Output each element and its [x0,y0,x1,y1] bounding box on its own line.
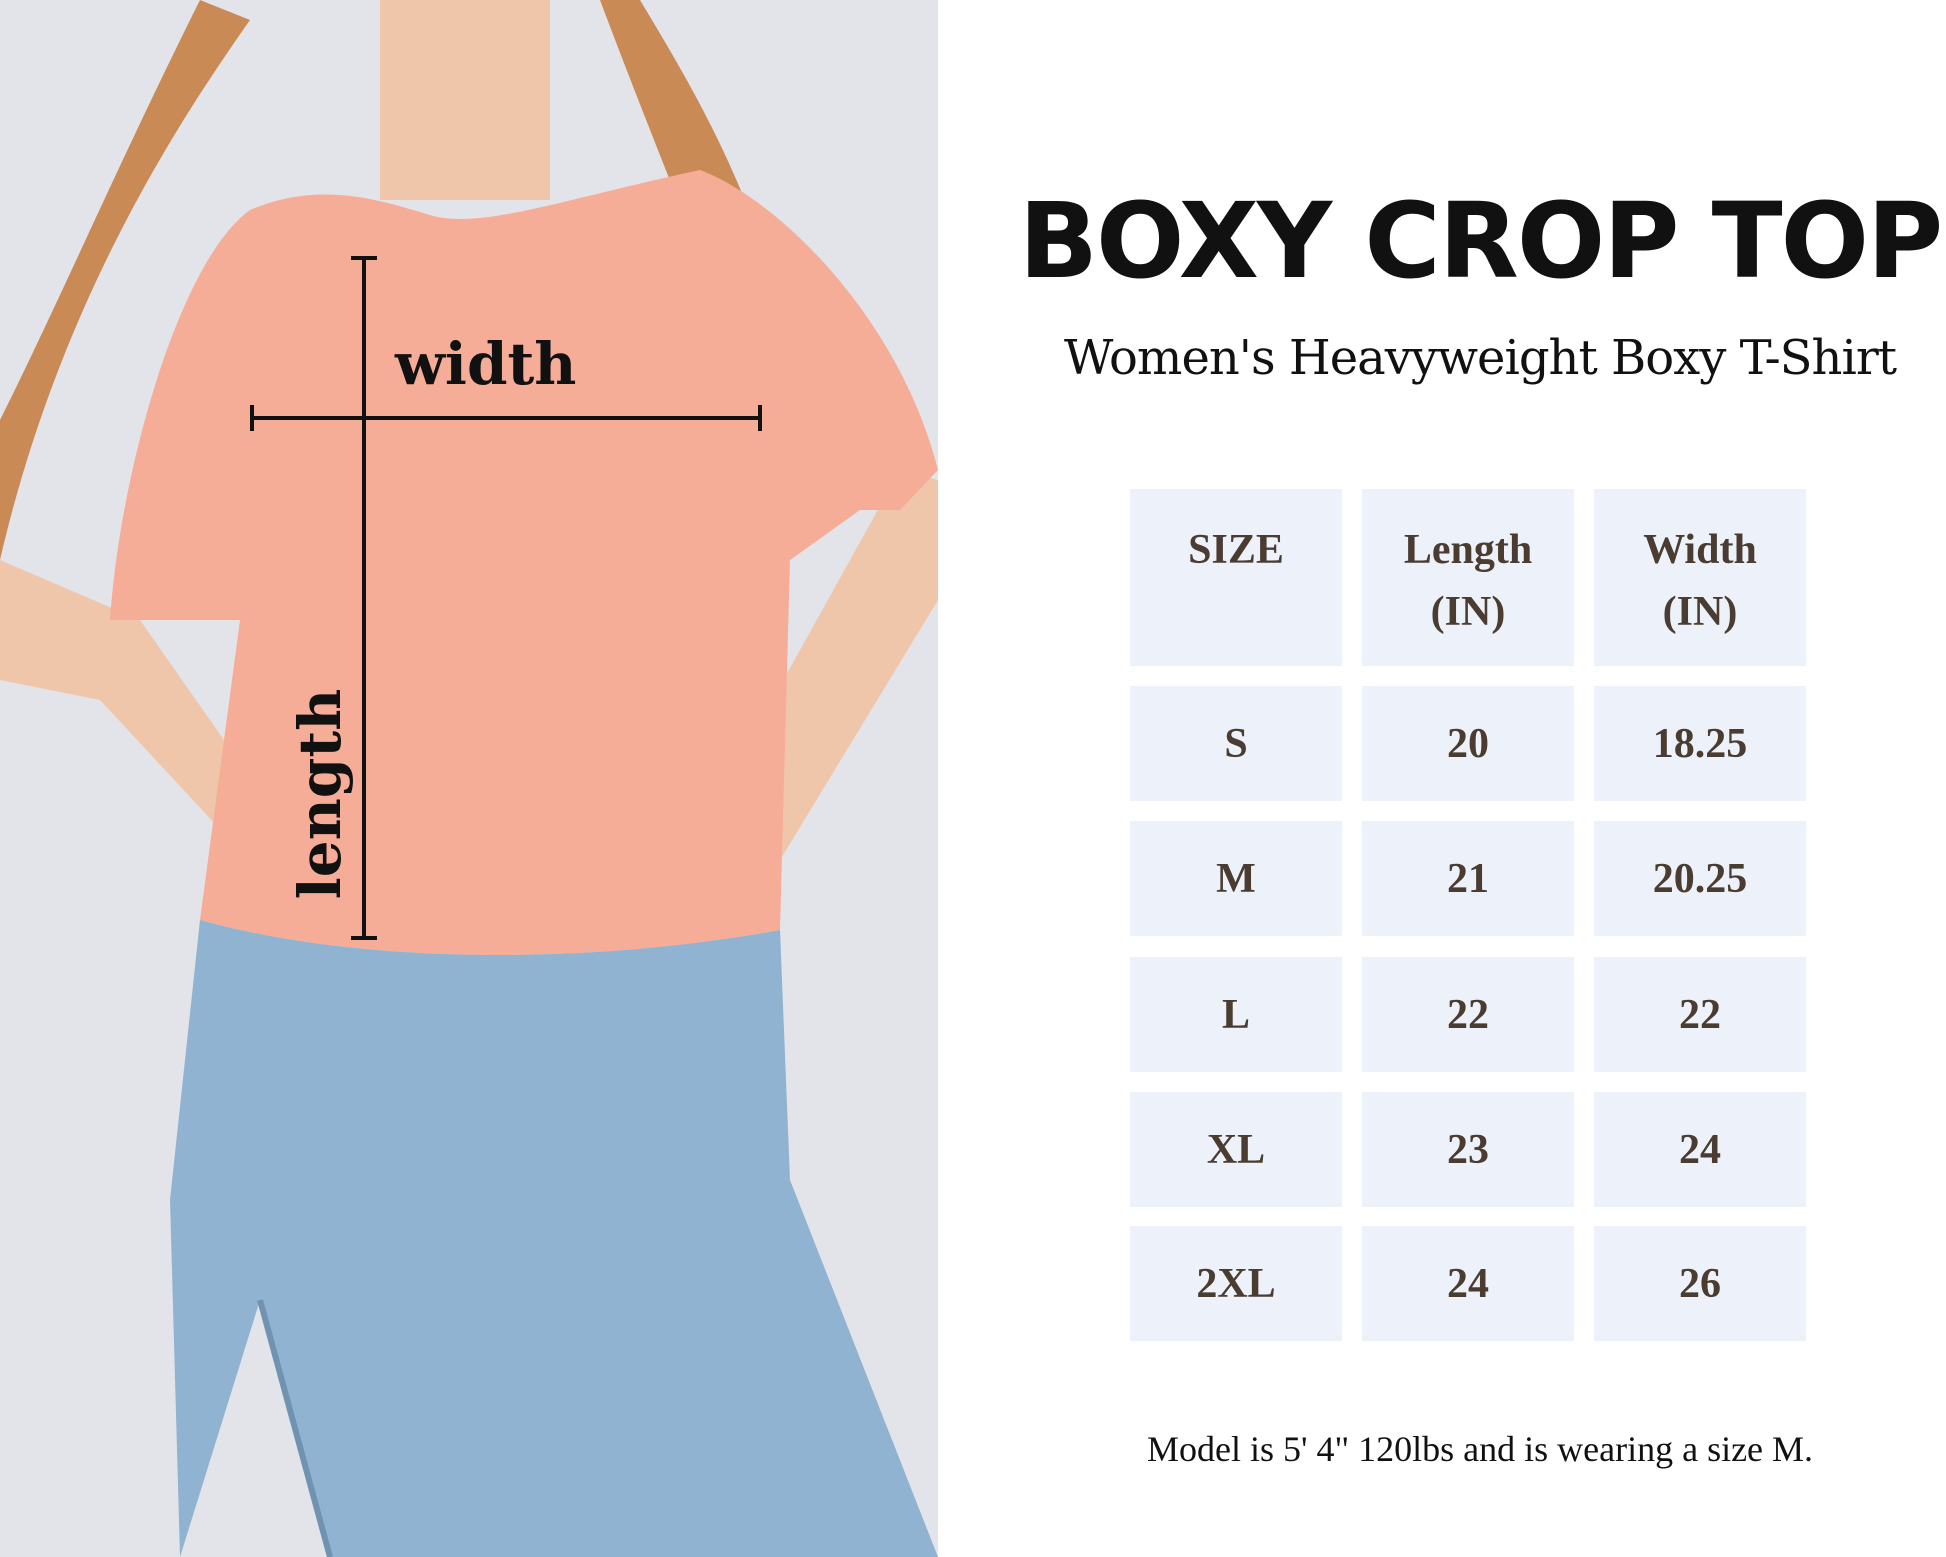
table-cell: 23 [1362,1092,1574,1207]
table-cell: 24 [1362,1226,1574,1341]
table-cell: 2XL [1130,1226,1342,1341]
table-cell: M [1130,821,1342,936]
length-label: length [286,688,354,900]
model-info: Model is 5' 4" 120lbs and is wearing a s… [1146,1429,1814,1469]
header-text: Width [1643,527,1757,573]
table-cell: L [1130,957,1342,1072]
header-text: SIZE [1188,527,1284,573]
page-title: BOXY CROP TOP [1018,180,1944,302]
table-cell: 21 [1362,821,1574,936]
table-cell: 26 [1594,1226,1806,1341]
width-label: width [395,330,577,398]
header-size: SIZE [1130,489,1342,666]
header-width: Width (IN) [1594,489,1806,666]
header-text: Length [1403,527,1533,573]
header-unit: (IN) [1662,589,1738,635]
table-cell: 18.25 [1594,686,1806,801]
model-photo [0,0,938,1557]
table-cell: 24 [1594,1092,1806,1207]
table-cell: 20.25 [1594,821,1806,936]
page-subtitle: Women's Heavyweight Boxy T-Shirt [1063,330,1897,386]
table-cell: 22 [1594,957,1806,1072]
header-unit: (IN) [1430,589,1506,635]
table-cell: 22 [1362,957,1574,1072]
header-length: Length (IN) [1362,489,1574,666]
table-cell: XL [1130,1092,1342,1207]
table-cell: S [1130,686,1342,801]
table-cell: 20 [1362,686,1574,801]
